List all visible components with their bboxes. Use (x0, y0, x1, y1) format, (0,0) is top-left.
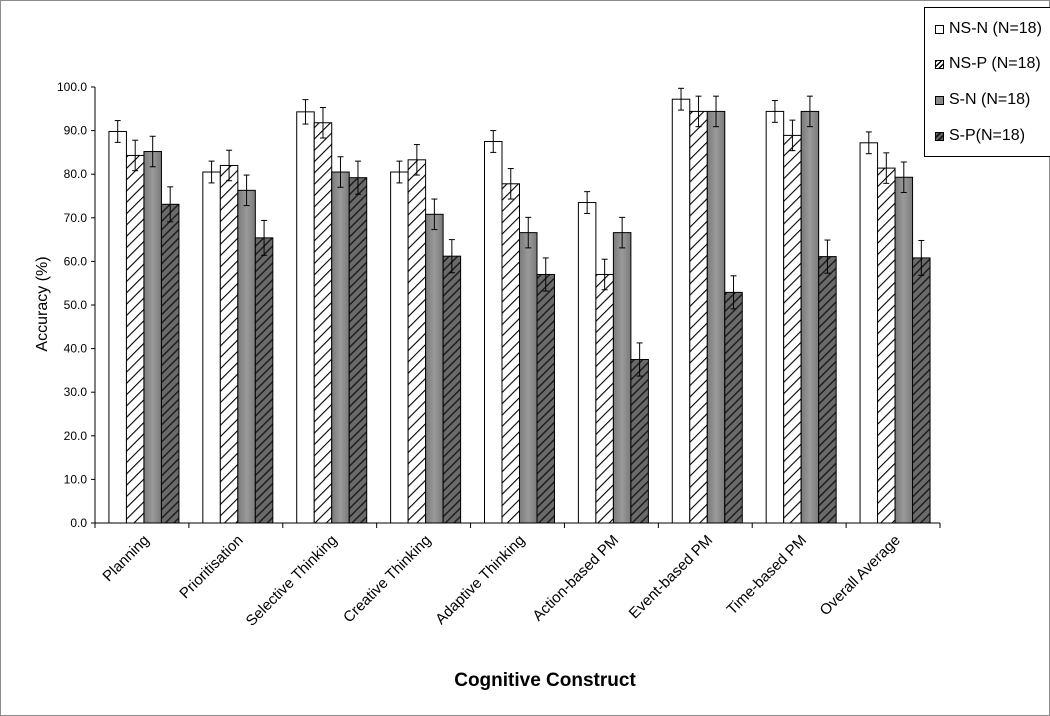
y-tick-label: 50.0 (64, 298, 88, 312)
bar-ns-n-planning (108, 130, 127, 524)
bar-ns-p-adaptive-thinking (501, 183, 520, 524)
y-tick-label: 60.0 (64, 254, 88, 268)
bar-ns-n-overall-average (859, 142, 879, 524)
legend-item-s-n: S-N (N=18) (935, 91, 1030, 109)
bar-ns-p-action-based-pm (595, 273, 614, 524)
y-axis-ticks: 0.0 10.0 20.0 30.0 40.0 50.0 60.0 70.0 80.0 90.0 1… (57, 80, 95, 530)
y-tick-label: 80.0 (64, 167, 88, 181)
bar-ns-p-planning (125, 154, 145, 524)
bar-s-n-prioritisation (237, 189, 256, 524)
bar-s-n-action-based-pm (612, 232, 632, 524)
bar-s-n-planning (143, 151, 162, 524)
bar-s-n-time-based-pm (800, 110, 820, 524)
bars-group (108, 98, 931, 524)
bar-ns-n-event-based-pm (671, 98, 691, 524)
legend: NS-N (N=18) NS-P (N=18) S-N (N=18) S-P(N… (924, 7, 1050, 157)
legend-label: NS-N (N=18) (949, 20, 1042, 37)
category-label: Time-based PM (724, 532, 810, 618)
y-axis-title: Accuracy (%) (34, 256, 51, 351)
category-label: Adaptive Thinking (432, 532, 528, 628)
legend-label: NS-P (N=18) (949, 55, 1041, 72)
category-label: Event-based PM (626, 532, 716, 622)
bar-s-p-time-based-pm (818, 256, 837, 524)
bar-s-p-creative-thinking (442, 255, 462, 524)
bar-s-n-event-based-pm (706, 110, 726, 524)
bar-s-n-adaptive-thinking (519, 232, 538, 524)
bar-s-n-selective-thinking (331, 171, 350, 524)
bar-s-p-selective-thinking (348, 177, 368, 524)
legend-label: S-P(N=18) (949, 127, 1026, 144)
y-tick-label: 30.0 (64, 385, 88, 399)
legend-item-ns-p: NS-P (N=18) (935, 55, 1041, 73)
category-label: Selective Thinking (243, 532, 341, 630)
legend-item-s-p: S-P(N=18) (935, 127, 1025, 145)
y-tick-label: 10.0 (64, 472, 88, 486)
bar-ns-n-prioritisation (202, 171, 221, 524)
category-label: Planning (99, 532, 152, 585)
bar-s-p-adaptive-thinking (536, 273, 555, 524)
bar-ns-n-action-based-pm (577, 202, 597, 524)
bar-ns-p-overall-average (877, 167, 896, 524)
legend-swatch-hatched-icon (935, 59, 944, 69)
bar-s-p-prioritisation (254, 237, 274, 524)
y-tick-label: 40.0 (64, 342, 88, 356)
legend-item-ns-n: NS-N (N=18) (935, 20, 1042, 38)
category-label: Overall Average (817, 532, 904, 619)
bar-ns-n-selective-thinking (296, 111, 315, 524)
y-tick-label: 0.0 (70, 516, 87, 530)
y-tick-label: 70.0 (64, 211, 88, 225)
bar-ns-p-prioritisation (219, 164, 239, 524)
bar-ns-p-selective-thinking (313, 122, 333, 524)
bar-ns-p-event-based-pm (689, 110, 708, 524)
x-axis-title: Cognitive Construct (454, 670, 636, 691)
bar-ns-n-creative-thinking (390, 171, 409, 524)
bar-s-p-planning (160, 203, 180, 524)
y-tick-label: 20.0 (64, 429, 88, 443)
axes (94, 87, 941, 528)
bar-s-p-event-based-pm (724, 291, 743, 524)
category-label: Creative Thinking (340, 532, 434, 626)
legend-swatch-white-icon (935, 24, 944, 34)
error-bars-group (114, 87, 925, 377)
bar-ns-p-time-based-pm (783, 134, 802, 524)
y-tick-label: 100.0 (57, 80, 87, 94)
legend-swatch-dark-hatched-icon (935, 131, 944, 141)
category-label: Action-based PM (529, 532, 622, 625)
category-label: Prioritisation (176, 532, 246, 602)
bar-ns-n-time-based-pm (765, 110, 785, 524)
bar-ns-p-creative-thinking (407, 159, 427, 524)
y-tick-label: 90.0 (64, 124, 88, 138)
bar-s-p-action-based-pm (630, 359, 649, 524)
bar-s-p-overall-average (912, 257, 931, 524)
bar-s-n-overall-average (894, 176, 914, 524)
bar-ns-n-adaptive-thinking (484, 141, 503, 524)
bar-s-n-creative-thinking (425, 213, 444, 524)
legend-label: S-N (N=18) (949, 91, 1031, 108)
legend-swatch-gray-icon (935, 95, 944, 105)
